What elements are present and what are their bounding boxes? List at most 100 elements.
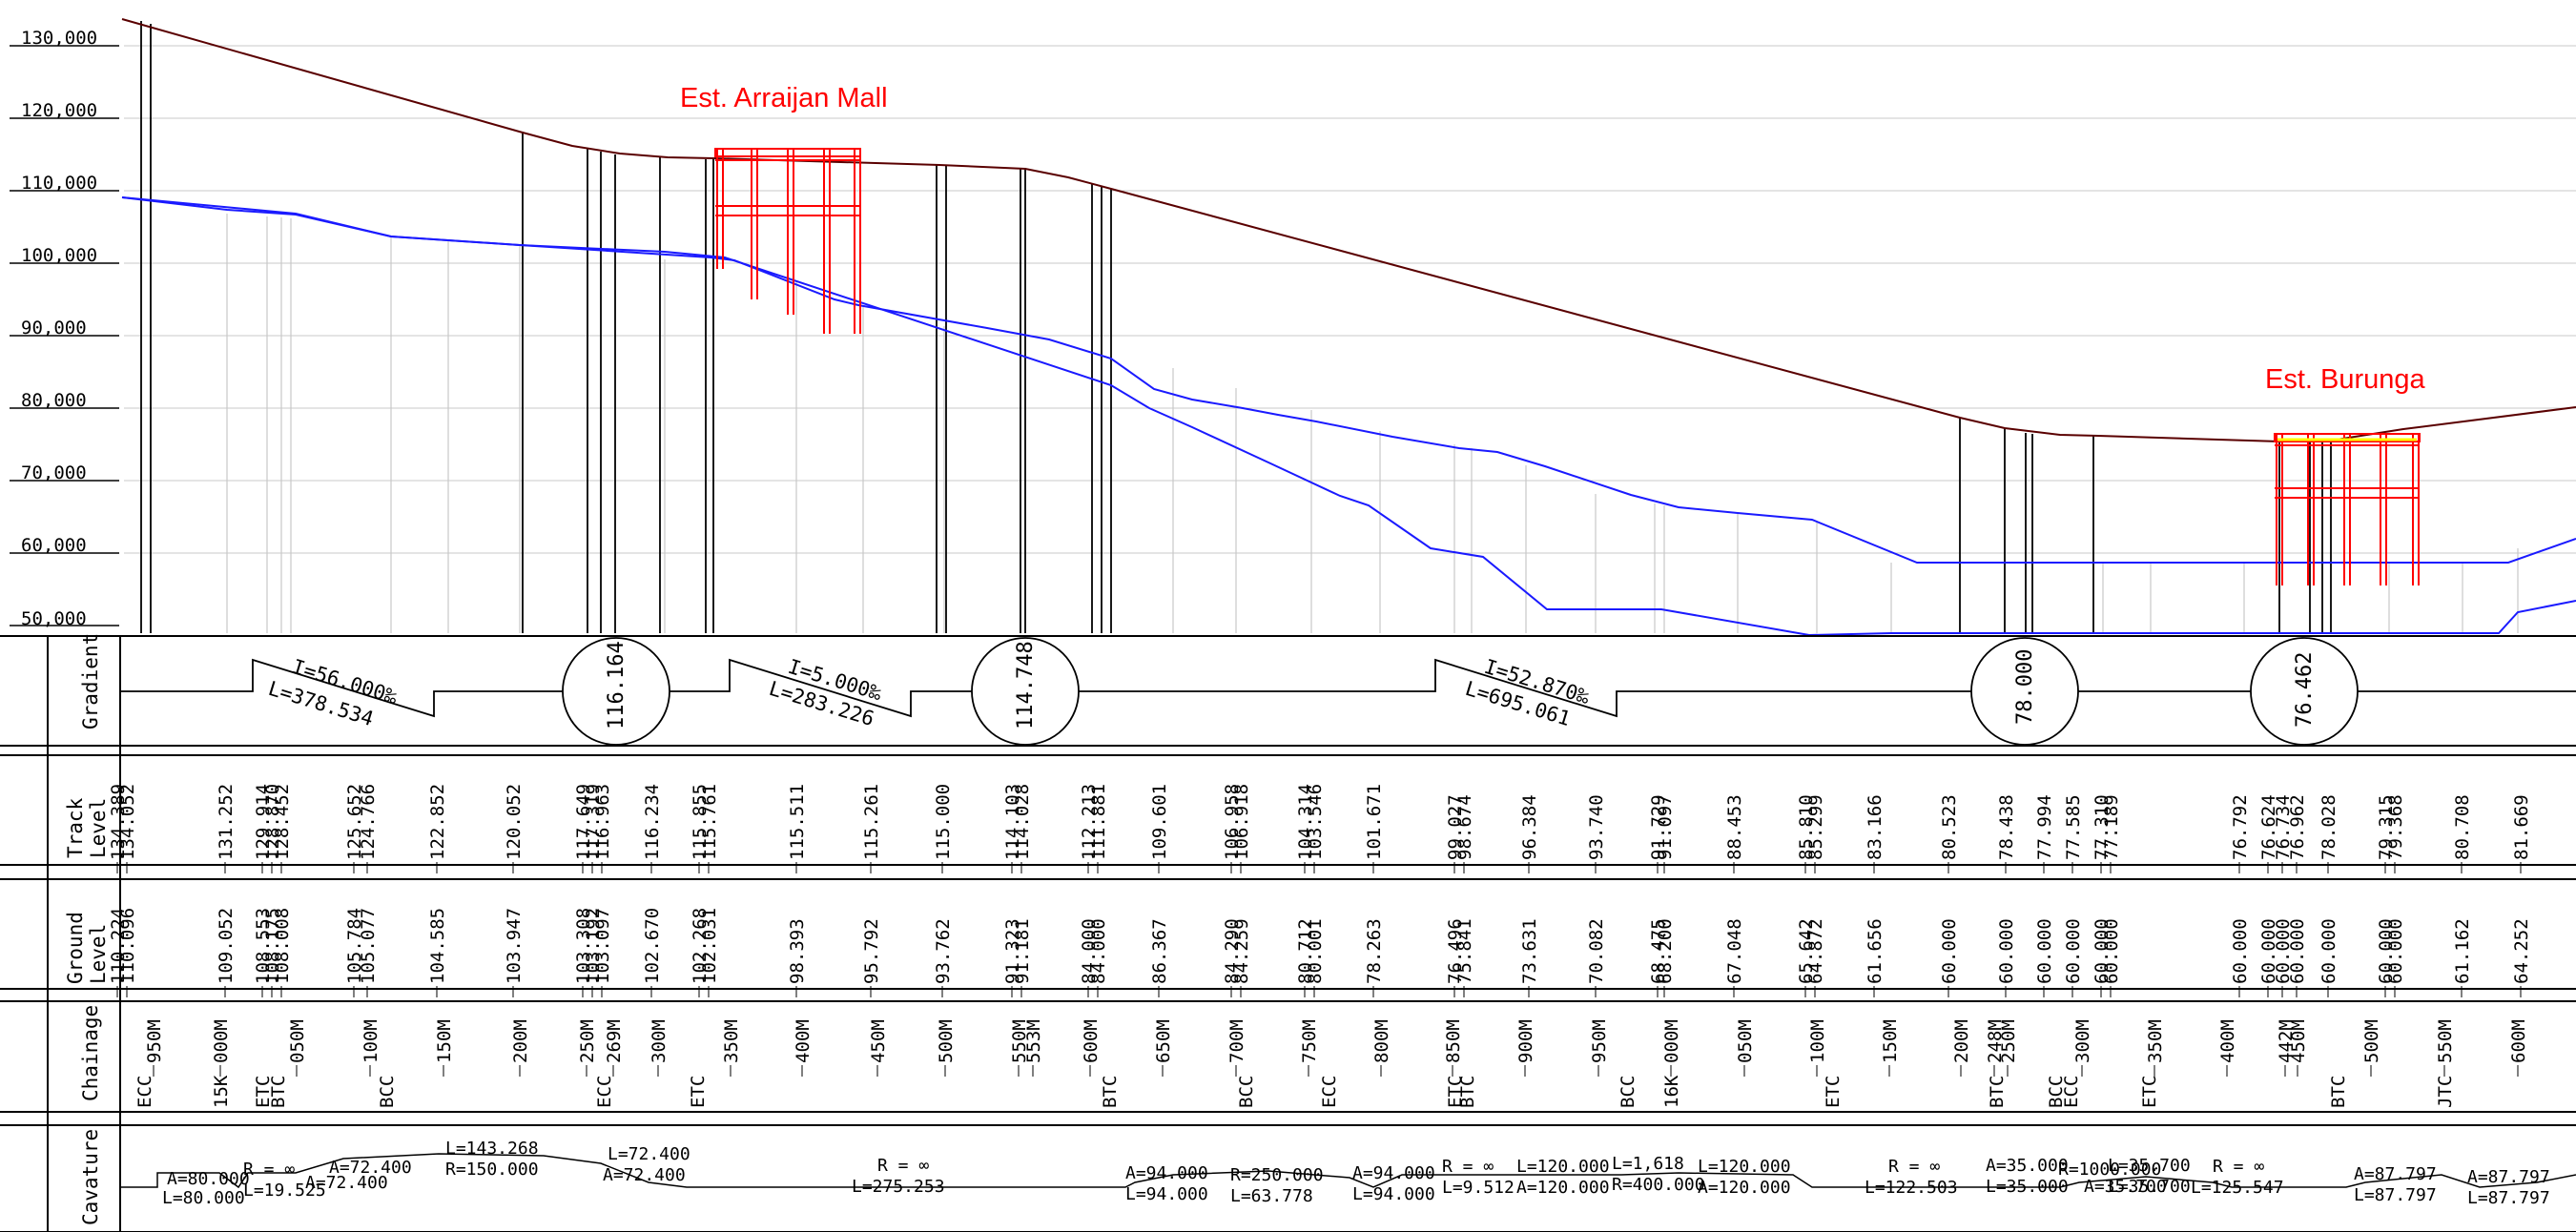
ground-level-value: 102.031	[699, 908, 720, 984]
track-level-value: 85.299	[1805, 794, 1826, 860]
chainage-value: 000M	[211, 1019, 232, 1063]
track-level-value: 131.252	[216, 784, 237, 860]
elevation-label: 80,000	[21, 390, 87, 411]
track-level-value: 77.994	[2034, 794, 2055, 860]
track-level-value: 115.855	[690, 784, 711, 860]
chainage-value: 750M	[1299, 1019, 1320, 1063]
chainage-km: 15K	[211, 1075, 232, 1108]
chainage-value: 050M	[287, 1019, 308, 1063]
curvature-label: R=250.000	[1230, 1165, 1324, 1185]
chainage-mark: ETC	[253, 1076, 274, 1108]
curvature-label: L=72.400	[608, 1144, 690, 1164]
chainage-value: 450M	[868, 1019, 889, 1063]
ground-level-value: 80.001	[1305, 918, 1326, 984]
chainage-value: 150M	[1880, 1019, 1901, 1063]
chainage-value: 150M	[434, 1019, 455, 1063]
ground-level-value: 110.096	[117, 908, 138, 984]
vertical-curve-label: 114.748	[1014, 641, 1038, 729]
ground-level-value: 91.181	[1012, 918, 1033, 984]
track-level-value: 85.810	[1796, 794, 1817, 860]
chainage-value: 400M	[2217, 1019, 2238, 1063]
track-level-value: 120.052	[504, 784, 525, 860]
track-level-value: 114.028	[1012, 784, 1033, 860]
curvature-label: R = ∞	[2213, 1157, 2264, 1177]
curvature-label: R=150.000	[445, 1160, 539, 1180]
ground-level-value: 73.631	[1519, 918, 1540, 984]
curvature-label: A=72.400	[329, 1158, 412, 1178]
ground-level-value: 103.097	[592, 908, 613, 984]
data-table-frame	[0, 635, 2576, 1232]
chainage-mark: BTC	[1987, 1076, 2008, 1108]
ground-level-value: 84.000	[1088, 918, 1109, 984]
curvature-label: L=1,618	[1612, 1154, 1684, 1174]
elevation-label: 130,000	[21, 28, 97, 49]
curvature-label: A=87.797	[2467, 1167, 2550, 1187]
track-level-value: 91.729	[1648, 794, 1669, 860]
elevation-label: 90,000	[21, 318, 87, 339]
chainage-value: 350M	[2145, 1019, 2166, 1063]
track-level-value: 125.652	[344, 784, 365, 860]
ground-level-value: 103.192	[583, 908, 604, 984]
ground-level-value: 105.077	[358, 908, 379, 984]
chainage-value: 050M	[1735, 1019, 1756, 1063]
ground-level-value: 75.841	[1454, 918, 1475, 984]
curvature-label: A=72.400	[305, 1173, 388, 1193]
ground-level-value: 60.000	[2101, 918, 2122, 984]
track-level-value: 80.708	[2452, 794, 2473, 860]
ground-level-value: 108.008	[272, 908, 293, 984]
row-title-ground-level-1: Ground	[64, 912, 87, 984]
curvature-label: L=120.000	[1516, 1157, 1610, 1177]
vertical-curves	[562, 637, 2359, 746]
elevation-label: 110,000	[21, 173, 97, 194]
chainage-value: 850M	[1443, 1019, 1464, 1063]
track-level-value: 116.234	[642, 784, 663, 860]
ground-level-value: 60.000	[2092, 918, 2112, 984]
curvature-label: R = ∞	[877, 1156, 929, 1176]
ground-level-value: 103.947	[504, 908, 525, 984]
chainage-value: 500M	[936, 1019, 957, 1063]
chainage-value: 553M	[1023, 1019, 1044, 1063]
ground-level-value: 98.393	[787, 918, 808, 984]
curvature-label: L=87.797	[2354, 1185, 2437, 1205]
curvature-label: A=120.000	[1516, 1178, 1610, 1198]
ground-level-value: 108.553	[253, 908, 274, 984]
track-level-value: 78.438	[1996, 794, 2017, 860]
curvature-label: R = ∞	[1888, 1157, 1940, 1177]
curvature-line	[120, 1153, 2576, 1189]
curvature-label: A=35.700	[2084, 1177, 2167, 1197]
track-level-value: 112.213	[1079, 784, 1100, 860]
chainage-mark: ETC	[1445, 1076, 1466, 1108]
ground-level-value: 76.496	[1445, 918, 1466, 984]
vertical-curve-label: 78.000	[2013, 649, 2037, 725]
elevation-axis	[10, 45, 119, 626]
ground-level-value: 60.000	[2034, 918, 2055, 984]
ground-level-value: 60.000	[2287, 918, 2308, 984]
chainage-value: 550M	[2435, 1019, 2456, 1063]
track-level-value: 128.870	[262, 784, 283, 860]
track-level-value: 106.918	[1231, 784, 1252, 860]
track-level-value: 109.601	[1149, 784, 1170, 860]
track-level-value: 99.027	[1445, 794, 1466, 860]
chainage-value: 700M	[1226, 1019, 1247, 1063]
curvature-label: A=94.000	[1352, 1163, 1435, 1183]
elevation-label: 50,000	[21, 608, 87, 629]
ground-level-value: 60.000	[2230, 918, 2251, 984]
ground-level-value: 102.670	[642, 908, 663, 984]
track-level-value: 103.546	[1305, 784, 1326, 860]
chainage-value: 250M	[1998, 1019, 2019, 1063]
curvature-label: R=400.000	[1612, 1175, 1705, 1195]
curvature-label: L=35.700	[2108, 1156, 2191, 1176]
chainage-mark: ECC	[134, 1076, 155, 1108]
track-level-value: 78.028	[2318, 794, 2339, 860]
chainage-km: 16K	[1661, 1075, 1682, 1108]
chainage-value: 442M	[2276, 1019, 2297, 1063]
track-level-value: 101.671	[1364, 784, 1385, 860]
ground-level-value: 93.762	[933, 918, 954, 984]
curvature-label: L=9.512	[1442, 1178, 1515, 1198]
ground-level-value: 64.252	[2511, 918, 2532, 984]
chainage-value: 600M	[2508, 1019, 2529, 1063]
ground-level-value: 110.224	[108, 908, 129, 984]
chainage-value: 800M	[1371, 1019, 1392, 1063]
chainage-value: 000M	[1661, 1019, 1682, 1063]
